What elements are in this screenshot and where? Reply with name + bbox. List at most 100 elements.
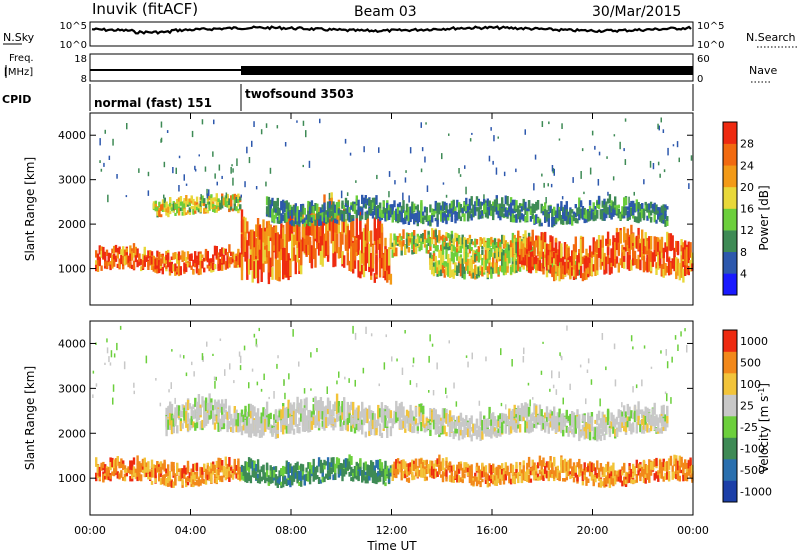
power-scatter-cell bbox=[598, 151, 601, 156]
power-cell bbox=[434, 200, 437, 211]
velocity-cell bbox=[531, 459, 534, 466]
power-cell bbox=[554, 242, 558, 253]
power-scatter-cell bbox=[552, 168, 554, 174]
power-cell bbox=[518, 248, 522, 255]
power-cell bbox=[583, 267, 586, 281]
power-cell bbox=[689, 242, 692, 258]
power-cell bbox=[612, 208, 615, 217]
nave-tick-top: 60 bbox=[697, 54, 710, 65]
power-cell bbox=[206, 264, 209, 269]
velocity-cell bbox=[213, 422, 217, 430]
power-cell bbox=[427, 234, 430, 243]
power-cell bbox=[107, 255, 110, 262]
velocity-cell bbox=[147, 473, 150, 480]
velocity-heatmap bbox=[92, 325, 694, 489]
power-cell bbox=[486, 242, 489, 251]
power-cell bbox=[165, 254, 168, 262]
power-cell bbox=[362, 228, 366, 253]
power-cell bbox=[425, 239, 428, 243]
power-cell bbox=[637, 202, 640, 210]
power-cell bbox=[592, 207, 595, 212]
power-cell bbox=[553, 251, 556, 259]
power-cell bbox=[522, 214, 525, 222]
velocity-cell bbox=[531, 467, 534, 472]
power-cell bbox=[348, 216, 351, 223]
velocity-cell bbox=[597, 469, 601, 478]
power-scatter-cell bbox=[284, 142, 287, 147]
velocity-cell bbox=[443, 425, 446, 435]
power-cell bbox=[436, 213, 439, 220]
power-cell bbox=[649, 236, 653, 250]
power-scatter-cell bbox=[548, 121, 550, 125]
power-scatter-cell bbox=[483, 194, 485, 199]
power-cell bbox=[396, 206, 400, 214]
power-cell bbox=[547, 261, 550, 270]
power-cell bbox=[443, 241, 446, 247]
power-cell bbox=[405, 232, 409, 242]
power-cell bbox=[592, 264, 595, 272]
power-cell bbox=[513, 238, 516, 246]
power-cell bbox=[606, 198, 610, 204]
power-cell bbox=[447, 268, 450, 277]
power-scatter-cell bbox=[376, 174, 378, 180]
power-scatter-cell bbox=[147, 190, 150, 196]
power-cell bbox=[583, 207, 586, 217]
power-cell bbox=[493, 242, 497, 252]
velocity-cell bbox=[508, 472, 511, 477]
velocity-cell bbox=[642, 478, 646, 483]
power-cell bbox=[373, 273, 376, 283]
velocity-cell bbox=[255, 412, 258, 425]
power-cell bbox=[357, 199, 360, 210]
power-cell bbox=[465, 259, 468, 271]
velocity-cell bbox=[664, 461, 667, 472]
velocity-cell bbox=[192, 463, 195, 472]
velocity-cell bbox=[377, 404, 380, 419]
power-cell bbox=[468, 258, 472, 271]
velocity-cell bbox=[641, 466, 644, 477]
velocity-cell bbox=[285, 465, 288, 472]
velocity-cell bbox=[307, 471, 310, 477]
power-cell bbox=[492, 212, 495, 221]
power-cell bbox=[240, 254, 244, 281]
power-scatter-cell bbox=[302, 164, 304, 168]
velocity-cell bbox=[280, 420, 283, 433]
power-cell bbox=[125, 255, 128, 260]
velocity-cell bbox=[682, 468, 685, 478]
velocity-cell bbox=[271, 476, 274, 484]
power-cell bbox=[431, 258, 434, 266]
power-cell bbox=[513, 254, 516, 262]
velocity-cell bbox=[657, 471, 660, 477]
velocity-cell bbox=[197, 407, 201, 417]
velocity-cell bbox=[470, 464, 473, 470]
velocity-cell bbox=[116, 456, 119, 466]
velocity-cell bbox=[316, 465, 319, 470]
power-cell bbox=[567, 270, 570, 276]
velocity-cell bbox=[689, 474, 692, 479]
power-cell bbox=[463, 237, 466, 243]
velocity-cell bbox=[350, 456, 353, 465]
velocity-cell bbox=[418, 458, 421, 468]
power-cell bbox=[251, 245, 254, 271]
velocity-cell bbox=[499, 465, 502, 473]
power-cell bbox=[260, 248, 263, 258]
power-cell bbox=[637, 227, 640, 241]
power-scatter-cell bbox=[667, 147, 669, 156]
velocity-cell bbox=[197, 402, 201, 412]
velocity-cell bbox=[335, 403, 339, 414]
power-cell bbox=[291, 234, 294, 262]
velocity-cell bbox=[357, 471, 360, 482]
power-cell bbox=[493, 238, 497, 245]
power-cell bbox=[648, 209, 651, 219]
power-cell bbox=[120, 249, 123, 258]
velocity-cell bbox=[353, 409, 357, 422]
velocity-cell bbox=[418, 469, 421, 477]
power-cell bbox=[608, 194, 612, 204]
power-cell bbox=[221, 247, 224, 257]
velocity-cell bbox=[398, 418, 402, 429]
velocity-cell bbox=[608, 468, 612, 477]
velocity-cell bbox=[287, 478, 290, 486]
power-cell bbox=[578, 253, 581, 263]
velocity-cell bbox=[658, 464, 662, 474]
power-cell bbox=[267, 206, 271, 214]
power-cell bbox=[484, 250, 488, 261]
